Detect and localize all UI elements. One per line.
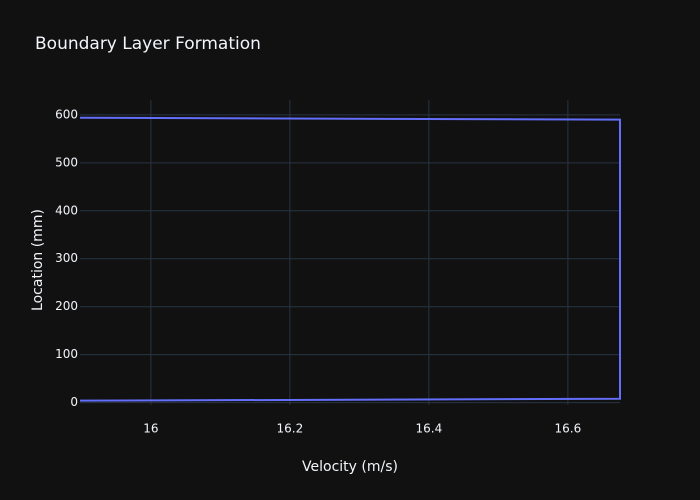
y-axis-title: Location (mm)	[30, 209, 46, 311]
y-tick-label: 600	[55, 107, 78, 121]
y-tick-label: 0	[70, 395, 78, 409]
y-tick-label: 100	[55, 347, 78, 361]
y-tick-label: 500	[55, 155, 78, 169]
data-line	[79, 116, 621, 402]
x-tick-label: 16.6	[555, 422, 582, 436]
x-tick-label: 16.2	[277, 422, 304, 436]
chart-title: Boundary Layer Formation	[35, 34, 261, 54]
y-tick-label: 200	[55, 299, 78, 313]
y-tick-label: 300	[55, 251, 78, 265]
x-tick-label: 16	[143, 422, 158, 436]
x-axis-title: Velocity (m/s)	[302, 459, 398, 475]
x-tick-label: 16.4	[416, 422, 443, 436]
y-tick-label: 400	[55, 203, 78, 217]
